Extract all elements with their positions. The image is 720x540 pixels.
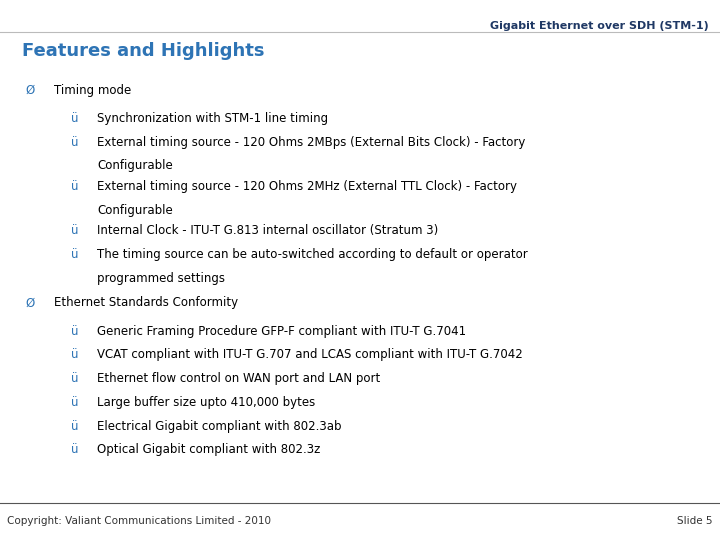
Text: ü: ü	[71, 112, 78, 125]
Text: ü: ü	[71, 224, 78, 237]
Text: Large buffer size upto 410,000 bytes: Large buffer size upto 410,000 bytes	[97, 396, 315, 409]
Text: External timing source - 120 Ohms 2MBps (External Bits Clock) - Factory: External timing source - 120 Ohms 2MBps …	[97, 136, 526, 148]
Text: ü: ü	[71, 136, 78, 148]
Text: Synchronization with STM-1 line timing: Synchronization with STM-1 line timing	[97, 112, 328, 125]
Text: programmed settings: programmed settings	[97, 272, 225, 285]
Text: Copyright: Valiant Communications Limited - 2010: Copyright: Valiant Communications Limite…	[7, 516, 271, 526]
Text: External timing source - 120 Ohms 2MHz (External TTL Clock) - Factory: External timing source - 120 Ohms 2MHz (…	[97, 180, 517, 193]
Text: ü: ü	[71, 180, 78, 193]
Text: Gigabit Ethernet over SDH (STM-1): Gigabit Ethernet over SDH (STM-1)	[490, 21, 709, 31]
Text: Generic Framing Procedure GFP-F compliant with ITU-T G.7041: Generic Framing Procedure GFP-F complian…	[97, 325, 467, 338]
Text: ü: ü	[71, 443, 78, 456]
Text: Ø: Ø	[25, 296, 35, 309]
Text: ü: ü	[71, 348, 78, 361]
Text: Features and Highlights: Features and Highlights	[22, 42, 264, 60]
Text: ü: ü	[71, 420, 78, 433]
Text: Configurable: Configurable	[97, 159, 173, 172]
Text: ü: ü	[71, 248, 78, 261]
Text: Slide 5: Slide 5	[678, 516, 713, 526]
Text: Electrical Gigabit compliant with 802.3ab: Electrical Gigabit compliant with 802.3a…	[97, 420, 342, 433]
Text: VCAT compliant with ITU-T G.707 and LCAS compliant with ITU-T G.7042: VCAT compliant with ITU-T G.707 and LCAS…	[97, 348, 523, 361]
Text: Configurable: Configurable	[97, 204, 173, 217]
Text: ü: ü	[71, 396, 78, 409]
Text: Ø: Ø	[25, 84, 35, 97]
Text: Ethernet Standards Conformity: Ethernet Standards Conformity	[54, 296, 238, 309]
Text: Ethernet flow control on WAN port and LAN port: Ethernet flow control on WAN port and LA…	[97, 372, 380, 385]
Text: The timing source can be auto-switched according to default or operator: The timing source can be auto-switched a…	[97, 248, 528, 261]
Text: ü: ü	[71, 325, 78, 338]
Text: Optical Gigabit compliant with 802.3z: Optical Gigabit compliant with 802.3z	[97, 443, 320, 456]
Text: ü: ü	[71, 372, 78, 385]
Text: Internal Clock - ITU-T G.813 internal oscillator (Stratum 3): Internal Clock - ITU-T G.813 internal os…	[97, 224, 438, 237]
Text: Timing mode: Timing mode	[54, 84, 131, 97]
